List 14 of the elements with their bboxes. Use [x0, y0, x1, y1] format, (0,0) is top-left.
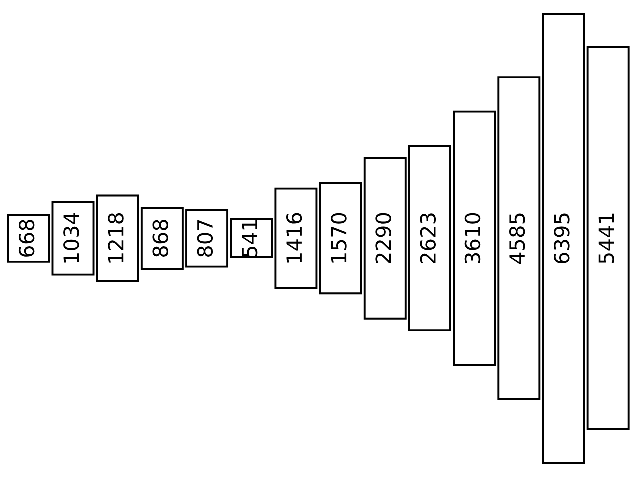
data-label: 3610: [464, 213, 481, 264]
data-label: 868: [152, 220, 168, 257]
data-label: 2290: [376, 213, 392, 264]
data-label: 807: [197, 220, 214, 257]
data-label: 1218: [108, 213, 124, 263]
data-label: 668: [18, 220, 35, 257]
data-label: 2623: [420, 214, 436, 264]
data-label: 541: [242, 220, 258, 257]
data-label: 1416: [286, 213, 302, 263]
data-label: 6395: [554, 214, 570, 264]
data-label: 5441: [598, 214, 614, 264]
data-label: 1034: [64, 213, 80, 263]
data-label: 1570: [331, 213, 347, 263]
data-label: 4585: [509, 214, 526, 264]
